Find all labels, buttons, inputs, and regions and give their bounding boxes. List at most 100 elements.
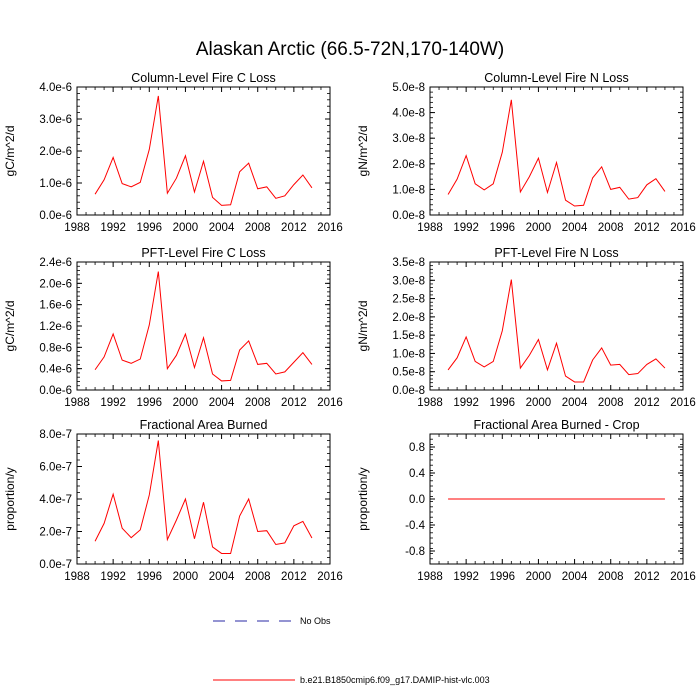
panel-3: PFT-Level Fire C Loss gC/m^2/d 1988 1992 199… <box>3 246 343 409</box>
x-tick-label: 2004 <box>562 222 588 234</box>
x-tick-label: 2000 <box>173 397 199 409</box>
y-tick-label: 2.0e-7 <box>39 527 72 539</box>
x-tick-label: 1996 <box>136 222 162 234</box>
x-tick-label: 1992 <box>100 397 126 409</box>
legend-model-label: b.e21.B1850cmip6.f09_g17.DAMIP-hist-vlc.… <box>300 675 490 685</box>
x-tick-label: 2008 <box>598 222 624 234</box>
x-tick-label: 2004 <box>562 397 588 409</box>
y-tick-label: 0.8e-6 <box>39 342 72 354</box>
y-tick-label: 0.4e-6 <box>39 364 72 376</box>
x-tick-label: 2016 <box>670 571 696 583</box>
series-line-1 <box>447 99 666 207</box>
x-tick-label: 2000 <box>173 571 199 583</box>
x-tick-label: 1992 <box>100 571 126 583</box>
y-tick-label: 6.0e-7 <box>39 462 72 474</box>
y-tick-label: 0.0 <box>409 494 425 506</box>
x-tick-label: 1992 <box>453 222 479 234</box>
y-tick-label: 2.0e-6 <box>39 278 72 290</box>
y-tick-label: 4.0e-8 <box>392 108 425 120</box>
y-axis-label: gN/m^2/d <box>356 301 370 352</box>
x-tick-label: 2004 <box>209 397 235 409</box>
panel-5: Fractional Area Burned proportion/y 1988 19… <box>3 418 343 583</box>
y-tick-label: 0.8 <box>409 442 425 454</box>
x-tick-label: 2012 <box>634 222 660 234</box>
y-axis-label: proportion/y <box>356 467 370 530</box>
y-tick-label: 2.0e-8 <box>392 312 425 324</box>
y-tick-label: 0.0e-6 <box>39 385 72 397</box>
x-tick-label: 2004 <box>562 571 588 583</box>
y-axis-label: gN/m^2/d <box>356 126 370 177</box>
x-tick-label: 2016 <box>317 222 343 234</box>
x-tick-label: 2012 <box>634 397 660 409</box>
x-tick-label: 2008 <box>245 571 271 583</box>
x-tick-label: 1988 <box>64 222 90 234</box>
panel-title: PFT-Level Fire C Loss <box>141 246 265 260</box>
y-tick-label: 0.0e-8 <box>392 385 425 397</box>
panel-title: PFT-Level Fire N Loss <box>494 246 618 260</box>
series-line-1 <box>94 271 313 382</box>
y-tick-label: 0.0e-7 <box>39 559 72 571</box>
plot-frame <box>76 261 331 391</box>
x-tick-label: 2008 <box>598 397 624 409</box>
x-tick-label: 2012 <box>281 222 307 234</box>
figure-title: Alaskan Arctic (66.5-72N,170-140W) <box>196 39 504 60</box>
x-tick-label: 1992 <box>100 222 126 234</box>
y-tick-label: 3.0e-8 <box>392 133 425 145</box>
x-tick-label: 1996 <box>489 397 515 409</box>
x-tick-label: 2000 <box>526 571 552 583</box>
y-tick-label: 1.5e-8 <box>392 330 425 342</box>
x-tick-label: 2016 <box>670 397 696 409</box>
panel-6: Fractional Area Burned - Crop proportion/… <box>356 418 696 583</box>
y-axis-label: gC/m^2/d <box>3 301 17 352</box>
x-tick-label: 2016 <box>317 571 343 583</box>
y-tick-label: 3.0e-6 <box>39 114 72 126</box>
panel-title: Column-Level Fire C Loss <box>131 71 276 85</box>
x-tick-label: 1996 <box>136 397 162 409</box>
y-tick-label: 3.5e-8 <box>392 257 425 269</box>
y-tick-label: 1.0e-8 <box>392 348 425 360</box>
panel-title: Column-Level Fire N Loss <box>484 71 629 85</box>
x-tick-label: 2012 <box>281 397 307 409</box>
y-axis-label: gC/m^2/d <box>3 126 17 177</box>
x-tick-label: 1988 <box>417 397 443 409</box>
x-tick-label: 2004 <box>209 222 235 234</box>
x-tick-label: 2000 <box>173 222 199 234</box>
x-tick-label: 2008 <box>245 222 271 234</box>
y-tick-label: 0.5e-8 <box>392 367 425 379</box>
x-tick-label: 1996 <box>136 571 162 583</box>
plot-frame <box>429 86 684 216</box>
y-tick-label: 0.4 <box>409 468 426 480</box>
panels: Column-Level Fire C Loss gC/m^2/d 1988 1992… <box>3 71 696 583</box>
x-tick-label: 2000 <box>526 397 552 409</box>
y-tick-label: 8.0e-7 <box>39 429 72 441</box>
y-tick-label: 5.0e-8 <box>392 82 425 94</box>
x-tick-label: 2000 <box>526 222 552 234</box>
x-tick-label: 2012 <box>634 571 660 583</box>
x-tick-label: 2004 <box>209 571 235 583</box>
legend-obs-label: No Obs <box>300 616 331 626</box>
x-tick-label: 1996 <box>489 222 515 234</box>
x-tick-label: 2008 <box>245 397 271 409</box>
y-tick-label: 2.0e-8 <box>392 159 425 171</box>
plot-frame <box>429 261 684 391</box>
x-tick-label: 1988 <box>64 397 90 409</box>
series-line-1 <box>94 95 313 206</box>
y-tick-label: 0.0e-8 <box>392 210 425 222</box>
x-tick-label: 1992 <box>453 571 479 583</box>
y-tick-label: 0.0e-6 <box>39 210 72 222</box>
panel-2: Column-Level Fire N Loss gN/m^2/d 1988 1992… <box>356 71 696 234</box>
panel-1: Column-Level Fire C Loss gC/m^2/d 1988 1992… <box>3 71 343 234</box>
x-tick-label: 2016 <box>670 222 696 234</box>
y-tick-label: -0.8 <box>405 546 425 558</box>
x-tick-label: 1996 <box>489 571 515 583</box>
plot-frame <box>76 433 331 565</box>
y-tick-label: 1.6e-6 <box>39 300 72 312</box>
panel-4: PFT-Level Fire N Loss gN/m^2/d 1988 1992 199… <box>356 246 696 409</box>
series-line-1 <box>447 279 666 383</box>
y-tick-label: 1.0e-6 <box>39 178 72 190</box>
y-tick-label: 2.0e-6 <box>39 146 72 158</box>
x-tick-label: 1988 <box>417 222 443 234</box>
legend: No Obs b.e21.B1850cmip6.f09_g17.DAMIP-hi… <box>213 616 490 685</box>
y-tick-label: 4.0e-7 <box>39 494 72 506</box>
